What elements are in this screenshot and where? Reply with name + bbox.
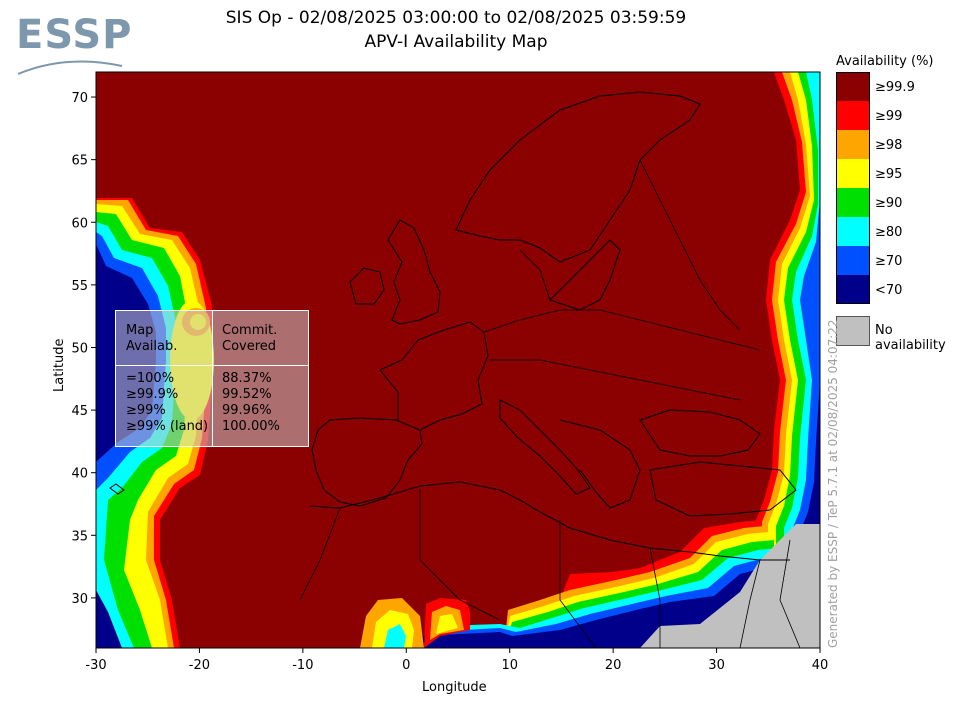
y-tick-label: 50 xyxy=(71,341,88,356)
y-tick-label: 40 xyxy=(71,467,88,482)
x-tick-label: 10 xyxy=(501,658,518,673)
y-tick-label: 45 xyxy=(71,404,88,419)
stats-header-col2-line1: Commit. xyxy=(222,323,278,338)
stats-row-value: 88.37% xyxy=(222,371,272,386)
stats-row-value: 99.52% xyxy=(222,387,272,402)
legend-swatch xyxy=(836,188,870,217)
x-tick-label: 20 xyxy=(605,658,622,673)
legend-swatch xyxy=(836,217,870,246)
stats-header-col1-line1: Map xyxy=(126,323,154,338)
logo-swoosh-icon xyxy=(17,60,123,75)
x-tick-label: 0 xyxy=(402,658,410,673)
plot-frame xyxy=(95,71,821,649)
legend-label: ≥95 xyxy=(875,167,903,182)
legend-label: ≥70 xyxy=(875,254,903,269)
stats-header-col1-line2: Availab. xyxy=(126,339,178,354)
legend-swatch xyxy=(836,246,870,275)
y-tick-label: 60 xyxy=(71,216,88,231)
y-tick-label: 70 xyxy=(71,91,88,106)
stats-row-value: 100.00% xyxy=(222,419,280,434)
y-tick-label: 35 xyxy=(71,529,88,544)
logo-text: ESSP xyxy=(16,12,133,58)
stats-row-label: ≥99% (land) xyxy=(126,419,209,434)
y-axis-label: Latitude xyxy=(52,338,67,392)
map-subtitle: APV-I Availability Map xyxy=(364,32,548,52)
legend-swatch xyxy=(836,130,870,159)
stats-row-value: 99.96% xyxy=(222,403,272,418)
coverage-stats-table: Map Availab. Commit. Covered =100% 88.37… xyxy=(115,310,309,447)
legend-swatch xyxy=(836,101,870,130)
legend-label: ≥90 xyxy=(875,196,903,211)
no-availability-label: No availability xyxy=(875,323,946,353)
x-tick-label: -30 xyxy=(85,658,106,673)
south-blob-mid-yellow xyxy=(436,614,458,634)
legend-label: <70 xyxy=(875,283,903,298)
legend-label: ≥99 xyxy=(875,109,903,124)
no-availability-swatch xyxy=(836,316,870,346)
axis-ticks: -30 -20 -10 0 10 20 30 40 30 35 40 45 50 55 60 65 70 xyxy=(71,91,828,673)
legend-label: ≥98 xyxy=(875,138,903,153)
no-availability-region xyxy=(640,524,820,648)
generation-credit: Generated by ESSP / TeP 5.7.1 at 02/08/2… xyxy=(826,319,840,648)
stats-row-label: ≥99% xyxy=(126,403,166,418)
legend-label: ≥99.9 xyxy=(875,80,915,95)
y-tick-label: 55 xyxy=(71,279,88,294)
x-axis-label: Longitude xyxy=(422,680,487,695)
legend-swatch xyxy=(836,72,870,101)
x-tick-label: 40 xyxy=(812,658,829,673)
stats-row-label: ≥99.9% xyxy=(126,387,179,402)
legend-swatch xyxy=(836,159,870,188)
stats-row-label: =100% xyxy=(126,371,175,386)
y-tick-label: 65 xyxy=(71,154,88,169)
map-title: SIS Op - 02/08/2025 03:00:00 to 02/08/20… xyxy=(225,8,687,28)
essp-logo: ESSP xyxy=(16,8,136,82)
x-tick-label: -10 xyxy=(292,658,313,673)
x-tick-label: -20 xyxy=(189,658,210,673)
y-tick-label: 30 xyxy=(71,592,88,607)
west-band-darkblue-south xyxy=(96,590,122,648)
legend-swatch xyxy=(836,275,870,304)
coastlines xyxy=(109,91,801,648)
legend-title: Availability (%) xyxy=(836,54,934,69)
stats-divider-vertical xyxy=(212,311,213,446)
x-tick-label: 30 xyxy=(708,658,725,673)
legend-label: ≥80 xyxy=(875,225,903,240)
stats-divider-horizontal xyxy=(116,365,308,366)
stats-header-col2-line2: Covered xyxy=(222,339,277,354)
south-blob-west-cyan xyxy=(384,624,406,648)
